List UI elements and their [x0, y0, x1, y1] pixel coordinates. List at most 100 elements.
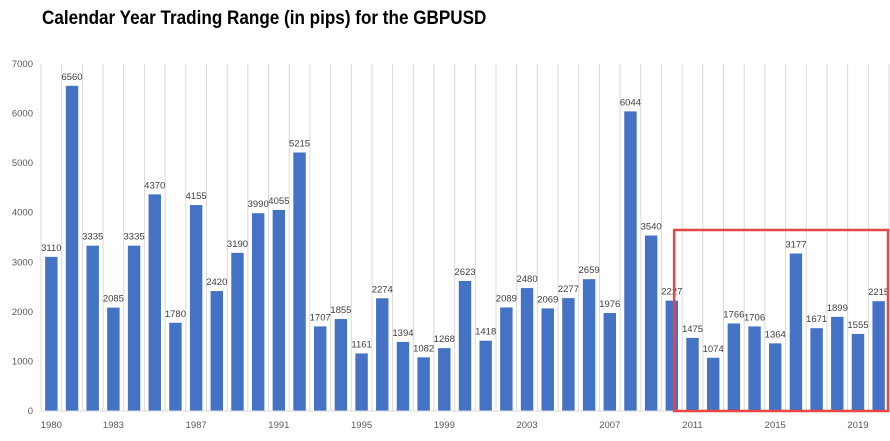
data-label-2015: 1364: [765, 329, 786, 340]
data-label-2019: 1555: [847, 320, 868, 331]
bar-1985: [148, 194, 161, 411]
bar-2016: [789, 253, 803, 411]
y-axis: 0 1000 2000 3000 4000 5000 6000 7000: [12, 59, 33, 417]
bar-2019: [851, 333, 865, 411]
x-tick-label: 1987: [186, 420, 207, 431]
y-tick-label: 7000: [12, 59, 33, 70]
data-label-1981: 6560: [61, 72, 82, 83]
x-tick-label: 2019: [847, 420, 868, 431]
data-label-1997: 1394: [392, 328, 413, 339]
data-label-2001: 1418: [475, 327, 496, 338]
data-label-2006: 2659: [579, 265, 600, 276]
bar-1989: [231, 252, 244, 411]
data-label-1983: 2085: [103, 294, 124, 305]
data-label-1990: 3990: [248, 199, 269, 210]
data-label-2017: 1671: [806, 314, 827, 325]
data-label-2010: 2227: [661, 287, 682, 298]
data-label-1992: 5215: [289, 138, 310, 149]
data-label-2020: 2215: [868, 287, 889, 298]
bar-1981: [65, 85, 79, 411]
bar-1984: [127, 245, 141, 411]
x-tick-label: 1999: [434, 420, 455, 431]
y-tick-label: 2000: [12, 307, 33, 318]
bar-2011: [686, 337, 699, 411]
x-tick-label: 1983: [103, 420, 124, 431]
data-label-2009: 3540: [641, 222, 662, 233]
x-tick-label: 2015: [765, 420, 786, 431]
bar-2015: [769, 343, 782, 411]
x-axis: 1980 1983 1987 1991 1995 1999 2003 2007 2011 2015…: [41, 410, 889, 431]
data-label-2014: 1706: [744, 312, 765, 323]
bars: [45, 85, 885, 412]
highlight-box: [672, 228, 890, 413]
bar-2017: [810, 328, 823, 411]
bar-2002: [500, 307, 513, 411]
data-label-1980: 3110: [41, 243, 61, 254]
bar-1998: [417, 357, 430, 411]
data-label-1999: 1268: [434, 334, 455, 345]
data-label-1982: 3335: [82, 232, 103, 243]
data-label-1996: 2274: [372, 284, 393, 295]
grid-lines: [40, 64, 890, 411]
x-tick-label: 2011: [682, 420, 702, 431]
x-tick-label: 2007: [599, 420, 620, 431]
bar-2004: [541, 308, 554, 411]
data-label-1989: 3190: [227, 239, 248, 250]
x-tick-label: 2003: [516, 420, 537, 431]
bar-2018: [831, 316, 844, 411]
bar-1995: [355, 353, 368, 411]
data-label-2002: 2089: [496, 293, 517, 304]
y-tick-label: 1000: [12, 356, 33, 367]
x-tick-label: 1991: [268, 420, 289, 431]
data-label-1986: 1780: [165, 309, 186, 320]
bar-1988: [210, 291, 224, 411]
bar-2006: [582, 279, 596, 411]
bar-2009: [644, 235, 658, 411]
data-label-1993: 1707: [310, 312, 331, 323]
bar-2010: [665, 300, 679, 411]
data-label-2011: 1475: [682, 324, 703, 335]
y-tick-label: 6000: [12, 109, 33, 120]
data-label-1995: 1161: [351, 339, 371, 350]
bar-1994: [334, 319, 348, 411]
bar-1990: [251, 213, 265, 411]
bar-1986: [169, 322, 182, 411]
x-tick-label: 1980: [41, 420, 62, 431]
data-label-2000: 2623: [454, 267, 475, 278]
x-tick-label: 1995: [351, 420, 372, 431]
data-label-2005: 2277: [558, 284, 579, 295]
bar-2001: [479, 340, 492, 411]
bar-2013: [727, 323, 741, 411]
data-label-1988: 2420: [206, 277, 227, 288]
data-labels: 3110 6560 3335 2085 3335 4370 1780 4155 2420 3190…: [41, 72, 889, 355]
bar-1983: [107, 307, 120, 411]
y-tick-label: 5000: [12, 158, 33, 169]
bar-2003: [520, 288, 534, 411]
bar-1987: [189, 205, 203, 411]
data-label-2003: 2480: [516, 274, 537, 285]
bar-2012: [706, 357, 720, 411]
bar-2008: [624, 111, 637, 411]
data-label-1985: 4370: [144, 180, 165, 191]
bar-1997: [396, 341, 410, 411]
data-label-2013: 1766: [723, 309, 744, 320]
bar-2014: [748, 326, 761, 411]
y-tick-label: 4000: [12, 208, 33, 219]
highlight-box-group: [672, 228, 890, 413]
bar-2007: [603, 313, 616, 411]
bar-1999: [438, 348, 451, 411]
y-tick-label: 0: [28, 406, 33, 417]
bar-1992: [293, 152, 306, 412]
data-label-2004: 2069: [537, 294, 558, 305]
chart-title: Calendar Year Trading Range (in pips) fo…: [42, 8, 487, 29]
bar-1991: [272, 209, 286, 411]
data-label-2016: 3177: [785, 240, 806, 251]
data-label-1998: 1082: [413, 343, 434, 354]
bar-1980: [45, 256, 58, 411]
data-label-2012: 1074: [703, 344, 724, 355]
bar-2020: [872, 301, 885, 411]
data-label-2018: 1899: [827, 303, 848, 314]
bar-1993: [314, 326, 327, 411]
bar-2000: [458, 280, 472, 411]
y-tick-label: 3000: [12, 257, 33, 268]
